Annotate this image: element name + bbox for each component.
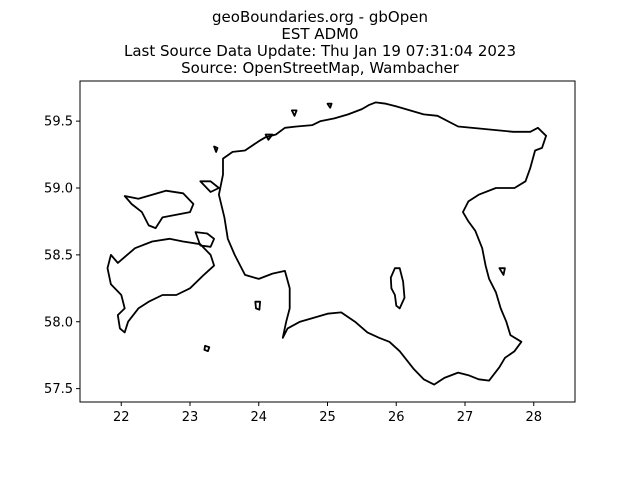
y-tick-label: 57.5 bbox=[44, 382, 73, 397]
figure-title-line-3: Last Source Data Update: Thu Jan 19 07:3… bbox=[123, 42, 517, 60]
boundary-vormsi bbox=[199, 180, 220, 193]
boundary-island-ne-1 bbox=[290, 109, 298, 117]
boundary-muhu bbox=[194, 231, 215, 248]
boundary-prangli bbox=[326, 102, 333, 109]
boundary-saaremaa bbox=[106, 237, 215, 334]
map-features bbox=[106, 101, 547, 386]
boundary-lake-vortsjarv bbox=[389, 267, 406, 310]
boundary-mainland bbox=[218, 101, 547, 386]
figure-title-line-4: Source: OpenStreetMap, Wambacher bbox=[181, 59, 459, 77]
boundary-island-e bbox=[498, 267, 506, 276]
x-tick-label: 23 bbox=[182, 410, 199, 425]
y-tick-label: 58.0 bbox=[44, 315, 73, 330]
figure-title-line-1: geoBoundaries.org - gbOpen bbox=[212, 8, 428, 26]
boundary-hiiumaa bbox=[123, 189, 195, 229]
y-tick-label: 59.0 bbox=[44, 182, 73, 197]
x-tick-label: 24 bbox=[250, 410, 267, 425]
x-tick-label: 25 bbox=[319, 410, 336, 425]
y-axis-ticks: 57.5 58.0 58.5 59.0 59.5 bbox=[44, 115, 80, 397]
boundary-island-ne-2 bbox=[264, 133, 274, 141]
y-tick-label: 58.5 bbox=[44, 248, 73, 263]
boundary-island-nw bbox=[213, 145, 219, 153]
figure-title-line-2: EST ADM0 bbox=[281, 25, 359, 43]
x-tick-label: 28 bbox=[525, 410, 542, 425]
x-tick-label: 27 bbox=[457, 410, 474, 425]
x-tick-label: 22 bbox=[113, 410, 130, 425]
boundary-ruhnu bbox=[203, 344, 211, 353]
x-tick-label: 26 bbox=[388, 410, 405, 425]
x-axis-ticks: 22 23 24 25 26 27 28 bbox=[113, 402, 542, 425]
boundary-kihnu bbox=[254, 300, 261, 311]
y-tick-label: 59.5 bbox=[44, 115, 73, 130]
